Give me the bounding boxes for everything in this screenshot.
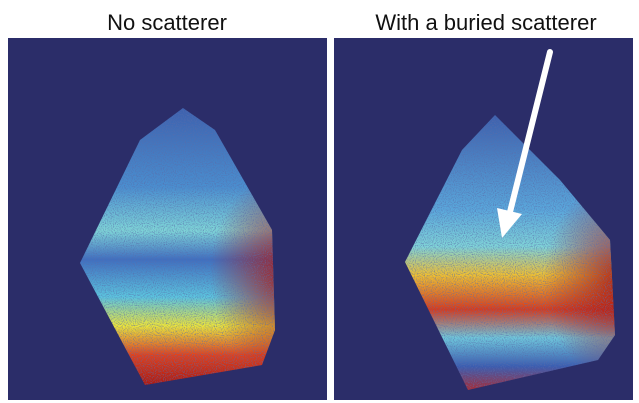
arrow-shaft [507, 49, 553, 215]
panel-title: No scatterer [107, 10, 227, 35]
arrow-head [497, 208, 522, 238]
panel-title: With a buried scatterer [375, 10, 596, 35]
